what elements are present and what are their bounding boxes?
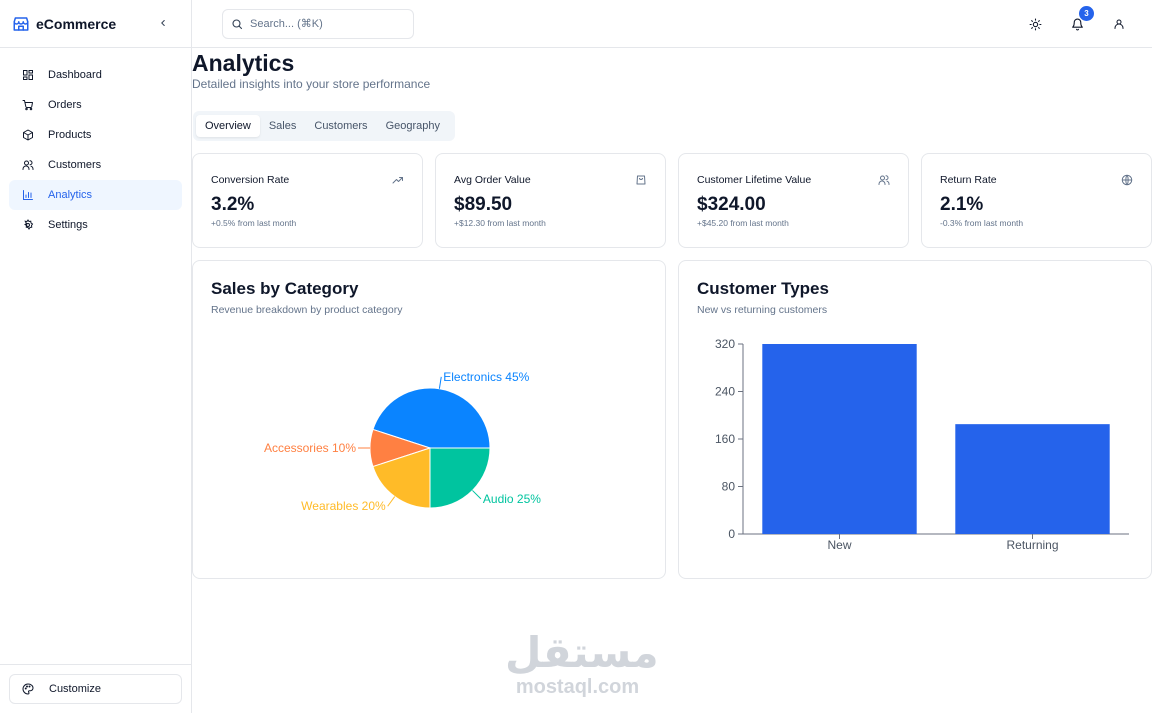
notifications-button[interactable] — [1067, 14, 1087, 34]
stat-card-conversion-rate: Conversion Rate 3.2% +0.5% from last mon… — [192, 153, 423, 248]
sidebar-item-label: Products — [48, 129, 92, 141]
tab-sales[interactable]: Sales — [268, 120, 297, 132]
stat-label: Return Rate — [940, 174, 997, 186]
sidebar-item-label: Orders — [48, 99, 82, 111]
sidebar-item-orders[interactable]: Orders — [9, 90, 182, 120]
customize-label: Customize — [49, 683, 101, 695]
bell-icon — [1071, 18, 1083, 30]
stat-value: 2.1% — [940, 194, 984, 215]
notification-badge: 3 — [1079, 6, 1094, 21]
stat-card-return-rate: Return Rate 2.1% -0.3% from last month — [921, 153, 1152, 248]
top-header: 3 — [192, 0, 1152, 48]
panel-subtitle: Revenue breakdown by product category — [211, 304, 403, 316]
pie-label-audio: Audio 25% — [483, 492, 541, 506]
chevron-left-icon — [161, 19, 165, 27]
y-tick-label: 0 — [728, 527, 735, 541]
stat-label: Customer Lifetime Value — [697, 174, 812, 186]
store-icon — [12, 15, 30, 33]
x-tick-label: Returning — [1006, 538, 1058, 552]
tab-customers[interactable]: Customers — [314, 120, 368, 132]
pie-label-wearables: Wearables 20% — [301, 499, 386, 513]
sidebar-item-label: Analytics — [48, 189, 93, 201]
pie-slice-audio[interactable] — [429, 447, 491, 509]
gear-icon — [21, 219, 34, 232]
bar-new[interactable] — [762, 344, 917, 534]
x-tick-label: New — [827, 538, 851, 552]
sidebar-item-analytics[interactable]: Analytics — [9, 180, 182, 210]
sidebar-item-products[interactable]: Products — [9, 120, 182, 150]
users-icon — [878, 174, 890, 186]
sidebar-item-label: Customers — [48, 159, 102, 171]
pie-label-line — [438, 376, 442, 389]
package-icon — [21, 129, 34, 142]
pie-label-line — [472, 490, 482, 500]
watermark-arabic: مستقل — [505, 628, 659, 677]
y-tick-label: 240 — [715, 385, 735, 399]
sidebar-divider — [0, 47, 191, 48]
panel-title: Sales by Category — [211, 279, 359, 298]
users-icon — [21, 159, 34, 172]
tab-geography[interactable]: Geography — [385, 120, 440, 132]
sales-by-category-panel: Sales by Category Revenue breakdown by p… — [192, 260, 666, 579]
y-tick-label: 160 — [715, 432, 735, 446]
sidebar-item-label: Settings — [48, 219, 88, 231]
stat-value: $89.50 — [454, 194, 513, 215]
sidebar-item-settings[interactable]: Settings — [9, 210, 182, 240]
sidebar-item-label: Dashboard — [48, 69, 102, 81]
brand-name: eCommerce — [36, 16, 117, 32]
y-tick-label: 80 — [722, 480, 736, 494]
analytics-tabs: Overview Sales Customers Geography — [193, 111, 455, 141]
bar-returning[interactable] — [955, 424, 1110, 534]
bar-chart: 0 80 160 240 320 New Returning — [715, 337, 1129, 552]
customize-button[interactable]: Customize — [9, 674, 182, 704]
sidebar-item-customers[interactable]: Customers — [9, 150, 182, 180]
pie-label-line — [387, 496, 396, 507]
tab-overview[interactable]: Overview — [196, 115, 260, 137]
palette-icon — [22, 682, 35, 696]
sidebar-divider — [0, 664, 191, 665]
stat-card-customer-lifetime-value: Customer Lifetime Value $324.00 +$45.20 … — [678, 153, 909, 248]
sidebar-item-dashboard[interactable]: Dashboard — [9, 60, 182, 90]
pie-label-accessories: Accessories 10% — [264, 441, 356, 455]
sun-icon — [1029, 18, 1041, 30]
stat-change: +0.5% from last month — [211, 218, 297, 228]
sidebar: eCommerce Dashboard Orders Products — [0, 0, 192, 713]
panel-title: Customer Types — [697, 279, 829, 298]
bar-chart-icon — [21, 189, 34, 202]
dashboard-icon — [21, 69, 34, 82]
trending-up-icon — [392, 174, 404, 186]
pie-slice-electronics[interactable] — [372, 387, 491, 449]
theme-toggle-button[interactable] — [1025, 14, 1045, 34]
cart-icon — [21, 99, 34, 112]
stat-change: -0.3% from last month — [940, 218, 1024, 228]
stat-value: 3.2% — [211, 194, 255, 215]
stat-label: Conversion Rate — [211, 174, 290, 186]
pie-slice-wearables[interactable] — [372, 447, 431, 509]
stat-label: Avg Order Value — [454, 174, 531, 186]
stat-change: +$45.20 from last month — [697, 218, 789, 228]
search-box[interactable] — [222, 9, 414, 39]
watermark-logo: مستقل mostaql.com — [505, 628, 659, 699]
stat-value: $324.00 — [697, 194, 766, 215]
search-icon — [231, 18, 243, 30]
globe-icon — [1121, 174, 1133, 186]
pie-label-electronics: Electronics 45% — [443, 370, 529, 384]
panel-subtitle: New vs returning customers — [697, 304, 828, 316]
customer-types-panel: Customer Types New vs returning customer… — [678, 260, 1152, 579]
page-subtitle: Detailed insights into your store perfor… — [192, 77, 431, 91]
user-menu-button[interactable] — [1109, 14, 1129, 34]
stat-change: +$12.30 from last month — [454, 218, 546, 228]
sidebar-nav: Dashboard Orders Products Customers Anal… — [9, 60, 182, 240]
user-icon — [1114, 19, 1124, 29]
stat-card-avg-order-value: Avg Order Value $89.50 +$12.30 from last… — [435, 153, 666, 248]
pie-chart: Electronics 45% Accessories 10% Wearables … — [264, 370, 541, 513]
page-title: Analytics — [192, 50, 295, 76]
collapse-sidebar-button[interactable] — [158, 16, 168, 31]
watermark-latin: mostaql.com — [515, 676, 640, 698]
brand[interactable]: eCommerce — [12, 12, 182, 36]
search-input[interactable] — [250, 18, 400, 30]
shopping-bag-icon — [635, 174, 647, 186]
y-tick-label: 320 — [715, 337, 735, 351]
